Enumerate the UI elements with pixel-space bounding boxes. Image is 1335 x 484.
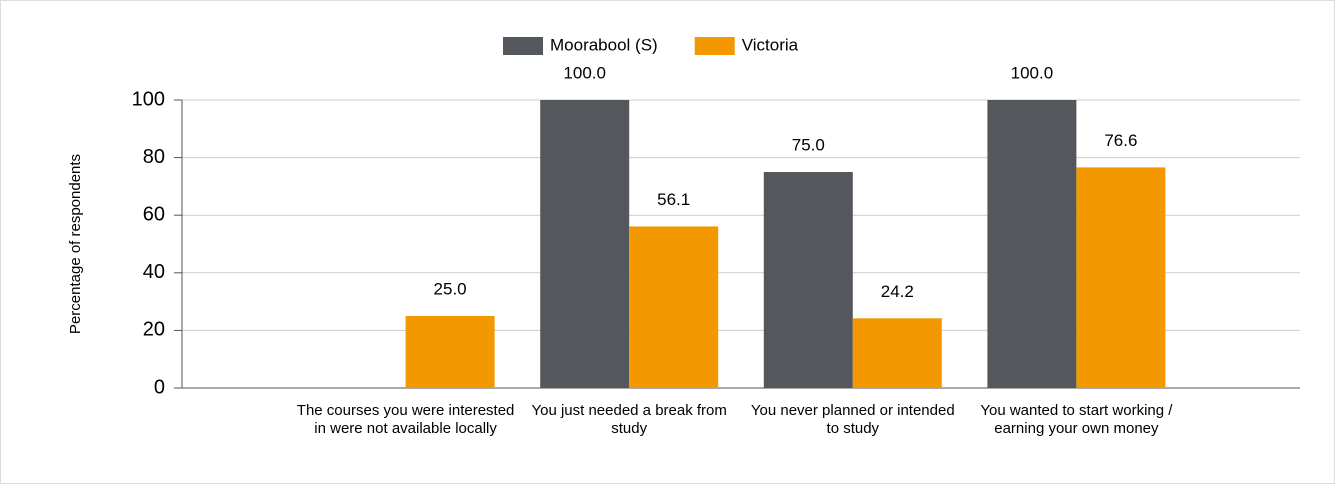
- data-label: 24.2: [881, 282, 914, 301]
- bar: [852, 318, 942, 388]
- y-tick-label: 20: [143, 319, 165, 341]
- data-label: 100.0: [563, 63, 606, 82]
- bar: [405, 316, 495, 388]
- data-label: 75.0: [792, 135, 825, 154]
- x-tick-label: You just needed a break from study: [531, 402, 727, 437]
- x-tick-label-box: You wanted to start working / earning yo…: [980, 402, 1173, 437]
- y-tick-label: 40: [143, 261, 165, 283]
- x-tick-label-box: You just needed a break from study: [531, 402, 727, 437]
- legend-label: Moorabool (S): [550, 35, 658, 54]
- bar: [540, 100, 630, 388]
- y-tick-label: 60: [143, 203, 165, 225]
- y-axis-label: Percentage of respondents: [67, 154, 84, 334]
- legend-label: Victoria: [742, 35, 799, 54]
- x-tick-label: The courses you were interested in were …: [296, 402, 515, 437]
- bar: [629, 226, 719, 388]
- x-tick-label-box: You never planned or intended to study: [750, 402, 955, 437]
- data-label: 100.0: [1011, 63, 1054, 82]
- x-tick-label: You wanted to start working / earning yo…: [980, 402, 1173, 437]
- data-label: 25.0: [434, 279, 467, 298]
- y-tick-label: 80: [143, 146, 165, 168]
- x-tick-label: You never planned or intended to study: [750, 402, 955, 437]
- x-tick-label-box: The courses you were interested in were …: [296, 402, 515, 437]
- bar: [763, 172, 853, 388]
- y-tick-label: 0: [154, 376, 165, 398]
- data-label: 56.1: [657, 190, 690, 209]
- legend-swatch: [503, 37, 543, 55]
- legend-swatch: [694, 37, 735, 55]
- data-label: 76.6: [1104, 131, 1137, 150]
- bar: [1076, 167, 1166, 388]
- y-tick-label: 100: [132, 88, 165, 110]
- bar: [987, 100, 1077, 388]
